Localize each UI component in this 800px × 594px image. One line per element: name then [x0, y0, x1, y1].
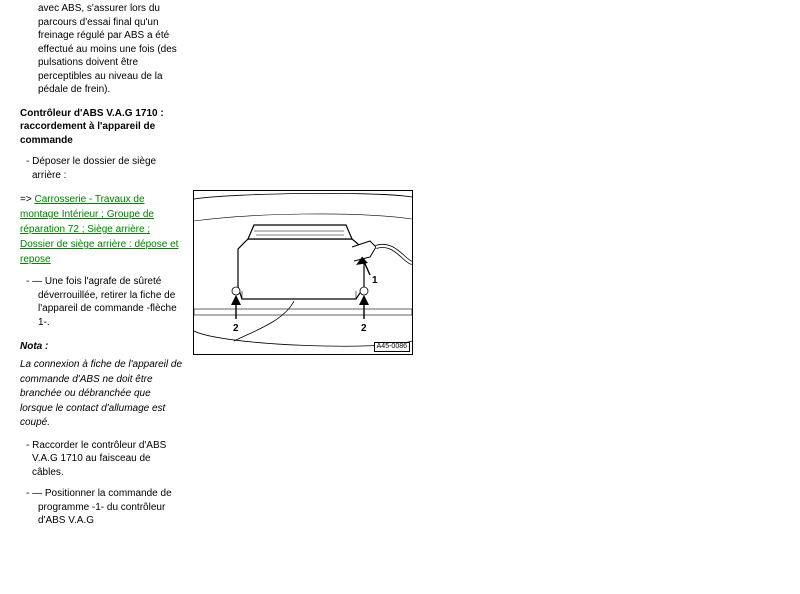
bullet-connect-controller: Raccorder le contrôleur d'ABS V.A.G 1710… — [20, 439, 185, 480]
sub-bullet-unlock-clip: Une fois l'agrafe de sûreté déverrouillé… — [20, 275, 185, 329]
left-column: avec ABS, s'assurer lors du parcours d'e… — [20, 2, 185, 532]
sub-bullet-text: Une fois l'agrafe de sûreté déverrouillé… — [38, 276, 177, 328]
nota-label: Nota : — [20, 341, 185, 352]
control-unit-box — [232, 225, 376, 299]
crossref-block: => Carrosserie - Travaux de montage Inté… — [20, 192, 185, 267]
bullet-text-2: Raccorder le contrôleur d'ABS V.A.G 1710… — [32, 440, 166, 478]
bullet-remove-seat: Déposer le dossier de siège arrière : — [20, 155, 185, 182]
sub-bullet-text-2: Positionner la commande de programme -1-… — [38, 488, 172, 526]
technical-diagram: 1 2 2 A45-0086 — [193, 190, 413, 355]
link-prefix: => — [20, 194, 34, 205]
diagram-svg: 1 2 2 — [194, 191, 412, 354]
figure-id-label: A45-0086 — [374, 342, 410, 352]
arrow-number-1: 1 — [372, 275, 378, 286]
sub-bullet-position-program: Positionner la commande de programme -1-… — [20, 487, 185, 528]
crossref-link[interactable]: Carrosserie - Travaux de montage Intérie… — [20, 194, 178, 265]
nota-body: La connexion à fiche de l'appareil de co… — [20, 358, 185, 431]
bullet-text: Déposer le dossier de siège arrière : — [32, 156, 156, 181]
arrow-number-2l: 2 — [233, 323, 239, 334]
section-heading: Contrôleur d'ABS V.A.G 1710 : raccordeme… — [20, 107, 185, 148]
arrow-2-left: 2 — [231, 295, 241, 334]
arrow-2-right: 2 — [359, 295, 369, 334]
intro-paragraph: avec ABS, s'assurer lors du parcours d'e… — [20, 2, 185, 97]
arrow-number-2r: 2 — [361, 323, 367, 334]
